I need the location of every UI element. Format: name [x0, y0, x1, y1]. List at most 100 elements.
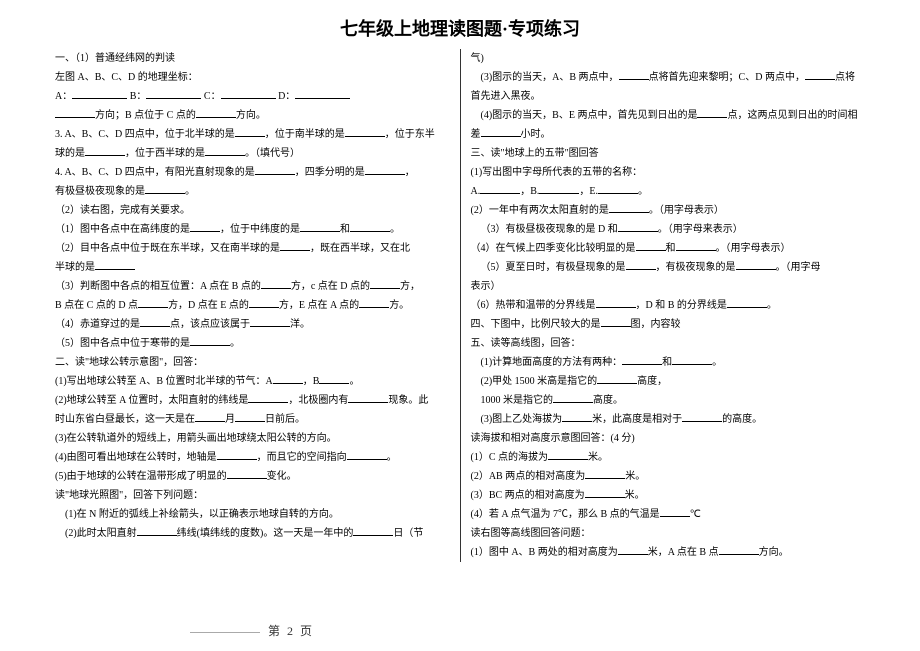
txt: 。 [390, 224, 400, 235]
line: (3)图上乙处海拔为米，此高度是相对于的高度。 [471, 410, 866, 429]
page-number-rule [190, 632, 260, 633]
blank [137, 525, 177, 536]
content-columns: 一、（1）普通经纬网的判读 左图 A、B、C、D 的地理坐标： A： B： C：… [0, 49, 920, 562]
txt: 差 [471, 129, 481, 140]
blank [805, 69, 835, 80]
txt: (1)写出地球公转至 A、B 位置时北半球的节气：A [55, 376, 273, 387]
txt: 小时。 [521, 129, 551, 140]
line: 方向；B 点位于 C 点的方向。 [55, 106, 450, 125]
line: 读"地球光照图"，回答下列问题： [55, 486, 450, 505]
line: （4）赤道穿过的是点，该点应该属于洋。 [55, 315, 450, 334]
txt: (2）一年中有两次太阳直射的是 [471, 205, 609, 216]
line: 4. A、B、C、D 四点中，有阳光直射现象的是，四季分明的是， [55, 163, 450, 182]
blank [353, 525, 393, 536]
blank [319, 373, 349, 384]
txt: D： [278, 91, 295, 102]
blank [350, 221, 390, 232]
txt: B： [130, 91, 147, 102]
txt: 米。 [625, 471, 645, 482]
txt: (1）C 点的海拔为 [471, 452, 549, 463]
line: (4)图示的当天，B、E 两点中，首先见到日出的是点，这两点见到日出的时间相 [471, 106, 866, 125]
txt: 米，A 点在 B 点 [648, 547, 719, 558]
line: (1)写出图中字母所代表的五带的名称： [471, 163, 866, 182]
txt: 1000 米是指它的 [481, 395, 554, 406]
line: (4）若 A 点气温为 7℃，那么 B 点的气温是℃ [471, 505, 866, 524]
txt: 点将首先迎来黎明；C、D 两点中， [649, 72, 805, 83]
txt: 。 [767, 300, 777, 311]
txt: (3）BC 两点的相对高度为 [471, 490, 585, 501]
blank [660, 506, 690, 517]
right-column: 气) (3)图示的当天，A、B 两点中，点将首先迎来黎明；C、D 两点中，点将 … [461, 49, 866, 562]
blank [585, 487, 625, 498]
blank [736, 259, 776, 270]
line: （4）在气候上四季变化比较明显的是和。（用字母表示） [471, 239, 866, 258]
txt: （1）图中各点中在高纬度的是 [55, 224, 190, 235]
txt: (4)图示的当天，B、E 两点中，首先见到日出的是 [481, 110, 698, 121]
line: （3）判断图中各点的相互位置：A 点在 B 点的方，c 点在 D 点的方， [55, 277, 450, 296]
blank [697, 107, 727, 118]
blank [345, 126, 385, 137]
page-number-text: 第 2 页 [268, 624, 314, 638]
txt: （4）在气候上四季变化比较明显的是 [471, 243, 636, 254]
txt: 变化。 [267, 471, 297, 482]
section-3-head: 三、读"地球上的五带"图回答 [471, 144, 866, 163]
txt: 。 [230, 338, 240, 349]
txt: ，位于西半球的是 [125, 148, 205, 159]
txt: 时山东省白昼最长，这一天是在 [55, 414, 195, 425]
blank [370, 278, 400, 289]
blank [261, 278, 291, 289]
line: 读海拔和相对高度示意图回答：(4 分) [471, 429, 866, 448]
txt: (5)由于地球的公转在温带形成了明显的 [55, 471, 227, 482]
blank [598, 183, 638, 194]
blank [95, 259, 135, 270]
txt: 的高度。 [722, 414, 762, 425]
txt: ，B. [520, 186, 539, 197]
txt: 方， [400, 281, 420, 292]
txt: ， [405, 167, 415, 178]
line: 球的是，位于西半球的是。（填代号） [55, 144, 450, 163]
txt: （3）有极昼极夜现象的是 D 和 [481, 224, 618, 235]
line: B 点在 C 点的 D 点方，D 点在 E 点的方，E 点在 A 点的方。 [55, 296, 450, 315]
txt: ，B [303, 376, 320, 387]
line: （5）图中各点中位于寒带的是。 [55, 334, 450, 353]
txt: 点将 [835, 72, 855, 83]
blank [235, 126, 265, 137]
blank [85, 145, 125, 156]
blank [365, 164, 405, 175]
txt: 米，此高度是相对于 [592, 414, 682, 425]
txt: 方向。 [236, 110, 266, 121]
blank [618, 221, 658, 232]
txt: (2)甲处 1500 米高是指它的 [481, 376, 598, 387]
txt: 半球的是 [55, 262, 95, 273]
page-number: 第 2 页 [190, 622, 314, 639]
txt: 。（填代号） [245, 148, 300, 159]
txt: 3. A、B、C、D 四点中，位于北半球的是 [55, 129, 235, 140]
line: (2)地球公转至 A 位置时，太阳直射的纬线是，北极圈内有现象。此 [55, 391, 450, 410]
txt: 和 [662, 357, 672, 368]
line: A： B： C： D： [55, 87, 450, 106]
line: 差 小时。 [471, 125, 866, 144]
txt: (3)图示的当天，A、B 两点中， [481, 72, 619, 83]
txt: 四、下图中，比例尺较大的是 [471, 319, 601, 330]
line: (1)计算地面高度的方法有两种：和。 [471, 353, 866, 372]
line: A.，B.，E.。 [471, 182, 866, 201]
txt: ，位于东半 [385, 129, 435, 140]
txt: 。 [185, 186, 195, 197]
txt: ，既在西半球，又在北 [310, 243, 410, 254]
blank [280, 240, 310, 251]
blank [190, 335, 230, 346]
txt: 。（用字母 [776, 262, 821, 273]
blank [481, 126, 521, 137]
line: (2）一年中有两次太阳直射的是。（用字母表示） [471, 201, 866, 220]
txt: (1)计算地面高度的方法有两种： [481, 357, 623, 368]
line: (3)在公转轨道外的短线上，用箭头画出地球绕太阳公转的方向。 [55, 429, 450, 448]
blank [140, 316, 170, 327]
section-4-head: 四、下图中，比例尺较大的是图，内容较 [471, 315, 866, 334]
txt: （2）目中各点中位于既在东半球，又在南半球的是 [55, 243, 280, 254]
txt: 方，c 点在 D 点的 [291, 281, 370, 292]
blank [250, 316, 290, 327]
section-2-head: 二、读"地球公转示意图"，回答： [55, 353, 450, 372]
txt: ，而且它的空间指向 [257, 452, 347, 463]
blank [227, 468, 267, 479]
blank [195, 411, 225, 422]
